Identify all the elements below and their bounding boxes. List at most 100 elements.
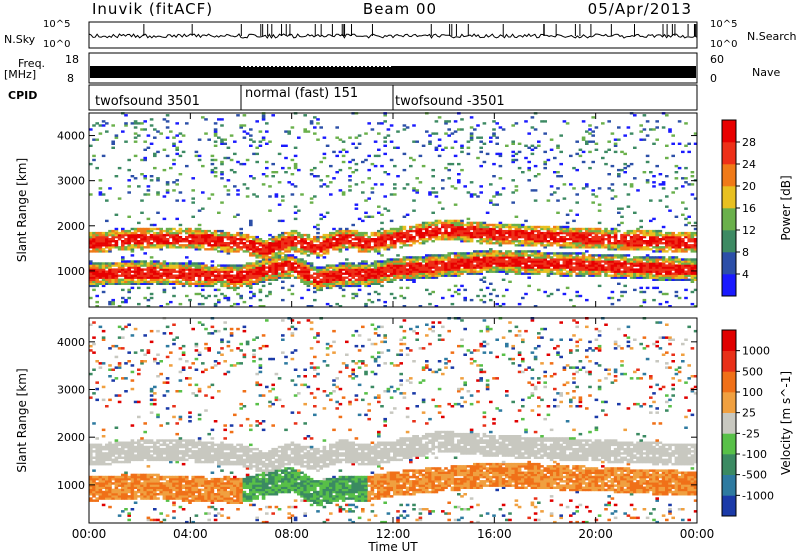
data-cell — [220, 231, 224, 235]
data-cell — [149, 175, 154, 178]
data-cell — [274, 193, 279, 196]
data-cell — [572, 268, 576, 271]
data-cell — [537, 256, 541, 259]
data-cell — [309, 248, 314, 251]
data-cell — [466, 152, 471, 156]
data-cell — [473, 258, 477, 261]
data-cell — [325, 278, 330, 281]
data-cell — [441, 266, 445, 269]
data-cell — [389, 272, 394, 275]
data-cell — [476, 240, 480, 243]
data-cell — [559, 252, 563, 255]
data-cell — [204, 242, 208, 245]
data-cell — [562, 244, 567, 247]
data-cell — [594, 272, 599, 275]
data-cell — [92, 422, 96, 425]
data-cell — [89, 450, 93, 453]
data-cell — [581, 268, 586, 271]
data-cell — [370, 300, 375, 304]
data-cell — [453, 223, 458, 227]
data-cell — [194, 233, 199, 237]
data-cell — [655, 286, 659, 290]
data-cell — [626, 229, 631, 233]
data-cell — [245, 158, 250, 162]
data-cell — [412, 158, 416, 162]
data-cell — [364, 158, 368, 162]
data-cell — [309, 168, 314, 172]
data-cell — [585, 260, 589, 263]
data-cell — [549, 258, 554, 261]
data-cell — [377, 282, 381, 285]
data-cell — [521, 231, 525, 235]
data-cell — [441, 262, 445, 265]
data-cell — [588, 254, 592, 257]
data-cell — [658, 246, 663, 249]
data-cell — [425, 266, 429, 269]
data-cell — [476, 260, 480, 263]
data-cell — [92, 392, 96, 395]
data-cell — [636, 258, 640, 261]
data-cell — [258, 278, 263, 281]
data-cell — [233, 282, 237, 285]
data-cell — [293, 162, 298, 166]
data-cell — [489, 223, 493, 227]
data-cell — [543, 258, 547, 261]
data-cell — [645, 154, 650, 158]
data-cell — [146, 276, 151, 279]
data-cell — [277, 242, 282, 245]
data-cell — [111, 300, 115, 304]
data-cell — [309, 282, 314, 285]
data-cell — [239, 242, 243, 245]
data-cell — [322, 280, 327, 283]
data-cell — [383, 266, 387, 269]
nave-label: Nave — [752, 66, 781, 79]
data-cell — [377, 298, 381, 302]
data-cell — [549, 138, 554, 141]
data-cell — [348, 242, 352, 245]
data-cell — [226, 266, 231, 269]
data-cell — [527, 270, 531, 273]
data-cell — [229, 282, 234, 285]
data-cell — [220, 142, 224, 145]
data-cell — [239, 278, 243, 281]
data-cell — [681, 278, 685, 281]
data-cell — [405, 238, 410, 241]
data-cell — [348, 166, 352, 170]
data-cell — [639, 238, 643, 241]
data-cell — [140, 282, 144, 285]
data-cell — [197, 242, 202, 245]
data-cell — [511, 240, 515, 243]
data-cell — [421, 238, 426, 241]
data-cell — [457, 262, 461, 265]
data-cell — [537, 288, 541, 292]
data-cell — [517, 252, 522, 255]
data-cell — [156, 130, 160, 133]
data-cell — [393, 235, 397, 239]
data-cell — [450, 231, 455, 235]
data-cell — [508, 233, 512, 237]
data-cell — [578, 262, 583, 265]
data-cell — [485, 286, 490, 290]
data-cell — [153, 154, 157, 158]
data-cell — [242, 183, 247, 186]
data-cell — [498, 225, 503, 229]
data-cell — [178, 282, 183, 285]
data-cell — [405, 258, 410, 261]
data-cell — [162, 262, 167, 265]
data-cell — [207, 266, 211, 269]
data-cell — [165, 262, 170, 265]
data-cell — [575, 262, 579, 265]
data-cell — [351, 270, 355, 273]
data-cell — [655, 138, 659, 141]
data-cell — [514, 225, 519, 229]
data-cell — [517, 254, 522, 257]
data-cell — [431, 221, 435, 225]
data-cell — [591, 272, 595, 275]
data-cell — [284, 250, 288, 253]
data-cell — [204, 118, 208, 121]
data-cell — [153, 280, 157, 283]
data-cell — [156, 274, 160, 277]
data-cell — [588, 262, 592, 265]
data-cell — [149, 296, 154, 300]
data-cell — [613, 254, 618, 257]
